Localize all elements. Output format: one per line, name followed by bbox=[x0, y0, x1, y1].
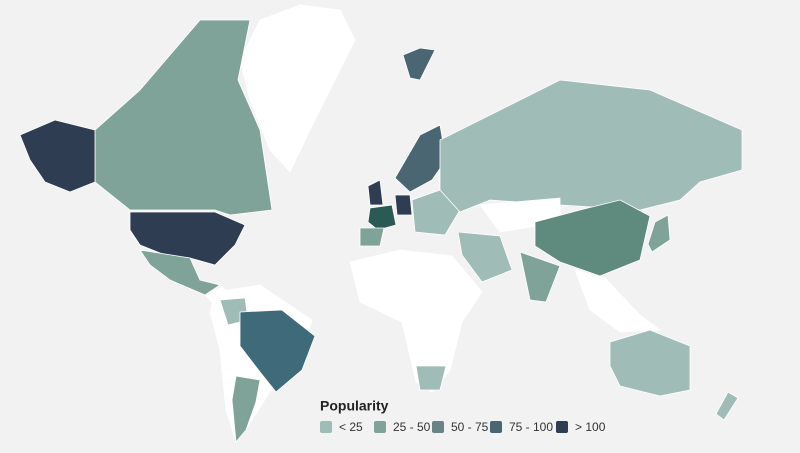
japan bbox=[647, 214, 671, 253]
legend-label: 75 - 100 bbox=[509, 420, 553, 434]
new-zealand bbox=[715, 391, 739, 421]
alaska bbox=[19, 119, 96, 193]
south-africa bbox=[415, 365, 447, 391]
mexico bbox=[139, 249, 221, 296]
legend: Popularity < 25 25 - 50 50 - 75 75 - 100 > 1… bbox=[320, 398, 606, 434]
countries bbox=[19, 4, 743, 443]
legend-swatch bbox=[432, 421, 444, 433]
canada bbox=[94, 19, 273, 216]
legend-swatch bbox=[320, 421, 332, 433]
legend-title: Popularity bbox=[320, 398, 389, 414]
china bbox=[534, 199, 651, 277]
usa bbox=[129, 211, 246, 266]
legend-swatch bbox=[556, 421, 568, 433]
spain bbox=[359, 227, 385, 247]
southeast-asia bbox=[574, 269, 662, 333]
russia bbox=[439, 79, 743, 213]
germany bbox=[394, 194, 413, 216]
australia bbox=[609, 329, 691, 397]
africa bbox=[349, 249, 483, 393]
legend-label: > 100 bbox=[575, 420, 606, 434]
legend-label: 25 - 50 bbox=[393, 420, 431, 434]
france bbox=[367, 204, 397, 231]
argentina bbox=[231, 375, 261, 443]
svalbard bbox=[402, 47, 436, 81]
europe-east bbox=[411, 189, 461, 236]
legend-label: < 25 bbox=[339, 420, 363, 434]
uk bbox=[367, 179, 384, 206]
legend-swatch bbox=[490, 421, 502, 433]
middle-east bbox=[457, 231, 513, 283]
legend-swatch bbox=[374, 421, 386, 433]
legend-label: 50 - 75 bbox=[451, 420, 489, 434]
greenland bbox=[239, 4, 356, 173]
india bbox=[519, 251, 561, 303]
brazil bbox=[239, 309, 316, 393]
